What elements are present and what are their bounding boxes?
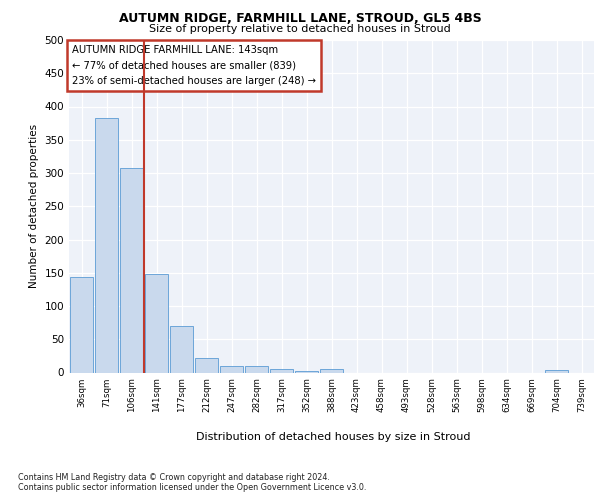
Text: Contains HM Land Registry data © Crown copyright and database right 2024.: Contains HM Land Registry data © Crown c… <box>18 472 330 482</box>
Y-axis label: Number of detached properties: Number of detached properties <box>29 124 39 288</box>
Bar <box>120 168 143 372</box>
Text: AUTUMN RIDGE, FARMHILL LANE, STROUD, GL5 4BS: AUTUMN RIDGE, FARMHILL LANE, STROUD, GL5… <box>119 12 481 26</box>
Bar <box>320 369 343 372</box>
Bar <box>270 369 293 372</box>
Text: Distribution of detached houses by size in Stroud: Distribution of detached houses by size … <box>196 432 470 442</box>
Bar <box>545 370 568 372</box>
Bar <box>195 358 218 372</box>
Bar <box>145 274 168 372</box>
Bar <box>220 366 243 372</box>
Bar <box>95 118 118 372</box>
Text: Size of property relative to detached houses in Stroud: Size of property relative to detached ho… <box>149 24 451 34</box>
Bar <box>295 371 318 372</box>
Text: AUTUMN RIDGE FARMHILL LANE: 143sqm
← 77% of detached houses are smaller (839)
23: AUTUMN RIDGE FARMHILL LANE: 143sqm ← 77%… <box>71 45 316 86</box>
Bar <box>70 278 93 372</box>
Text: Contains public sector information licensed under the Open Government Licence v3: Contains public sector information licen… <box>18 484 367 492</box>
Bar <box>245 366 268 372</box>
Bar <box>170 326 193 372</box>
